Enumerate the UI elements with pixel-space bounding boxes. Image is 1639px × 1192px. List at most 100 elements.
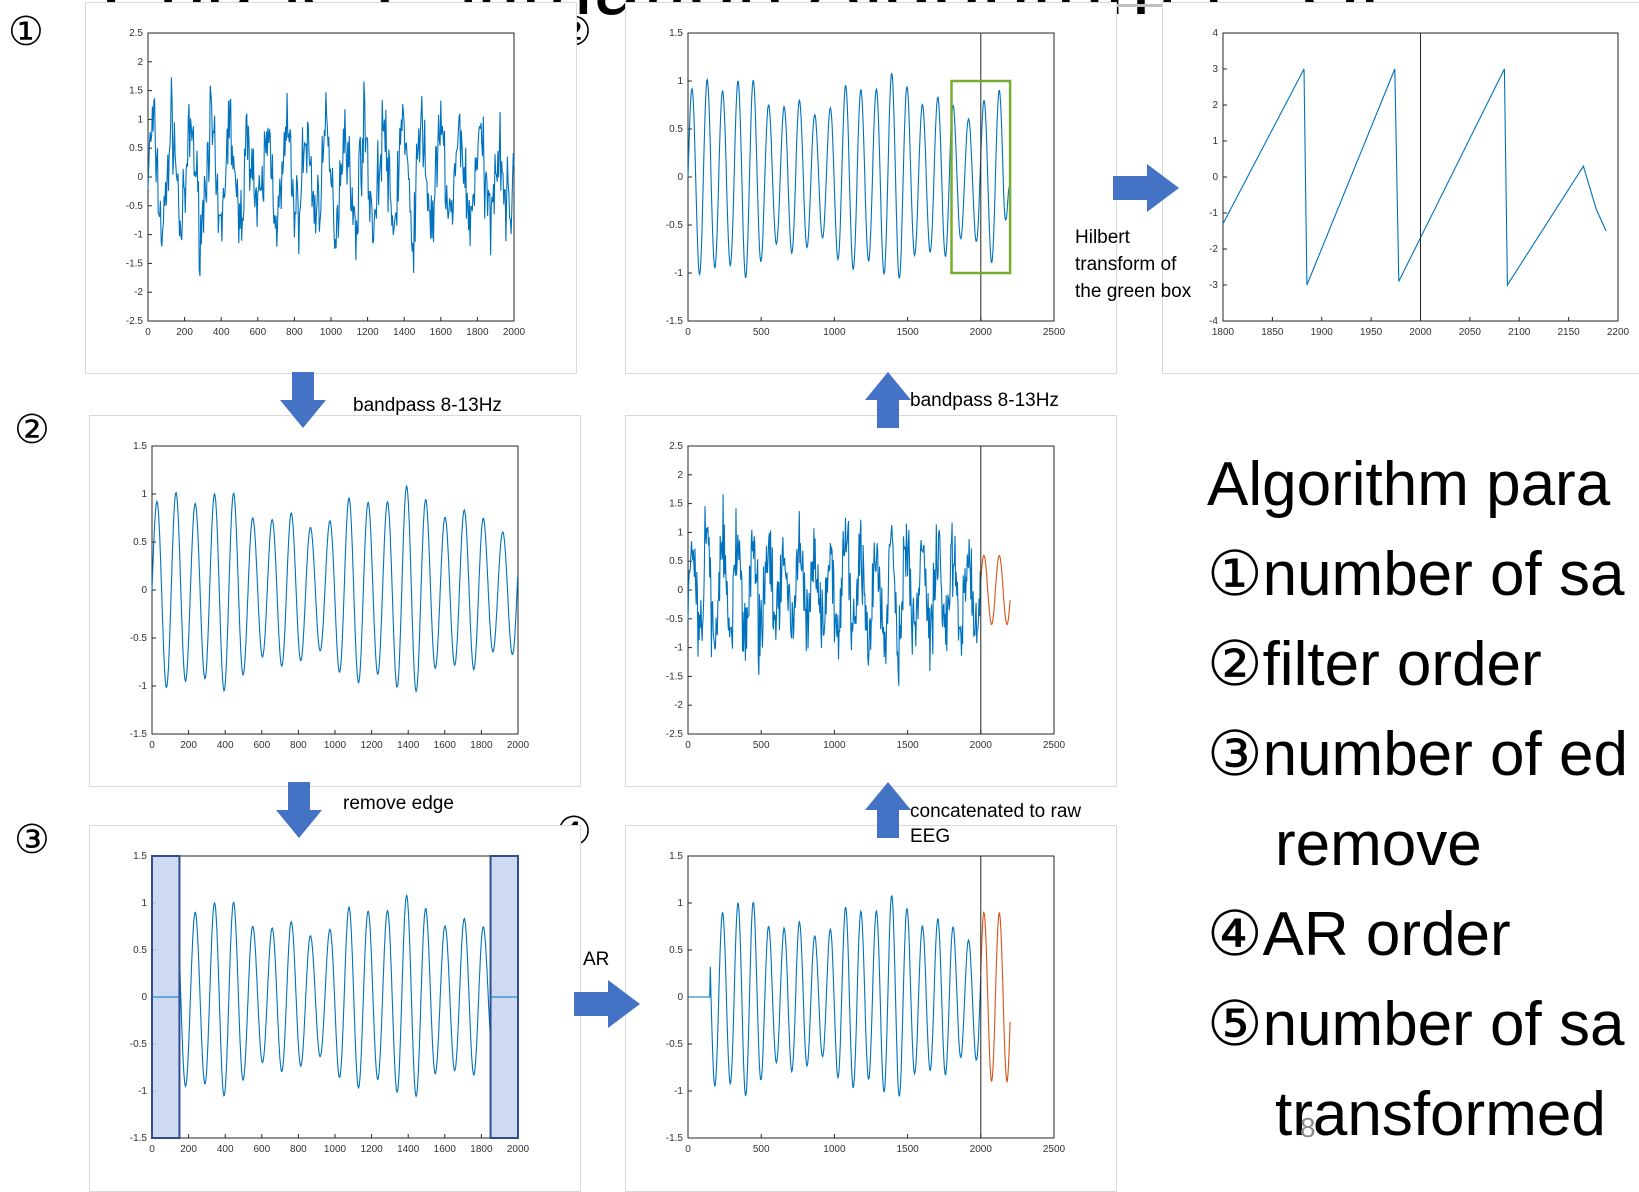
y-tick-label: -1: [674, 1086, 683, 1097]
x-tick-label: 1600: [434, 1144, 457, 1155]
x-tick-label: 600: [249, 327, 266, 338]
right-arrow-hilbert: [1113, 164, 1179, 212]
y-tick-label: 1.5: [669, 28, 683, 39]
x-tick-label: 1200: [360, 1144, 383, 1155]
y-tick-label: 0: [1212, 172, 1218, 183]
y-tick-label: 1: [677, 76, 683, 87]
hilbert-phase-plot: 4 3 2 1 0 -1 -2 -3 -4 1800 1850 1900 1950 2000 2050 210…: [1162, 2, 1639, 374]
param-1: ①number of sa: [1207, 540, 1625, 609]
y-tick-label: -0.5: [666, 614, 684, 625]
y-tick-label: 1.5: [669, 499, 683, 510]
x-tick-label: 0: [149, 1144, 155, 1155]
y-tick-label: -1.5: [126, 258, 144, 269]
y-tick-label: -1: [134, 230, 143, 241]
x-tick-label: 2000: [970, 740, 993, 751]
x-tick-label: 1500: [896, 327, 919, 338]
y-tick-label: 0: [141, 992, 147, 1003]
hilbert-label-line2: transform of: [1075, 254, 1177, 275]
y-tick-label: 0.5: [669, 124, 683, 135]
x-tick-label: 2000: [507, 1144, 530, 1155]
concatenated-label-line2: EEG: [910, 826, 951, 847]
x-tick-label: 600: [253, 1144, 270, 1155]
y-tick-label: -1.5: [666, 316, 684, 327]
param-3-continued: remove: [1275, 810, 1482, 879]
raw-eeg-series: [147, 77, 515, 277]
y-tick-label: 0.5: [669, 556, 683, 567]
x-tick-label: 800: [286, 327, 303, 338]
y-tick-label: 1.5: [129, 86, 143, 97]
x-tick-label: 1000: [324, 1144, 347, 1155]
y-tick-label: 2: [137, 57, 143, 68]
x-tick-label: 0: [145, 327, 151, 338]
x-tick-label: 1400: [397, 740, 420, 751]
y-tick-label: -2: [674, 700, 683, 711]
x-tick-label: 2000: [503, 327, 526, 338]
x-tick-label: 400: [217, 740, 234, 751]
concatenated-label-line1: concatenated to raw: [910, 801, 1082, 822]
y-tick-label: -1: [138, 681, 147, 692]
x-tick-label: 1000: [324, 740, 347, 751]
x-tick-label: 200: [180, 1144, 197, 1155]
x-tick-label: 1800: [470, 1144, 493, 1155]
y-tick-label: -0.5: [666, 220, 684, 231]
y-tick-label: 0.5: [133, 537, 147, 548]
x-tick-label: 800: [290, 1144, 307, 1155]
y-tick-label: -1: [1209, 208, 1218, 219]
x-tick-label: 2100: [1508, 327, 1531, 338]
param-5: ⑤number of sa: [1207, 990, 1625, 1059]
x-tick-label: 1950: [1360, 327, 1383, 338]
bandpassed-plot: 1.5 1 0.5 0 -0.5 -1 -1.5 0 200 400 600 800 1000 1200 1…: [89, 415, 581, 787]
y-tick-label: -2.5: [666, 729, 684, 740]
x-tick-label: 0: [685, 327, 691, 338]
edge-removed-plot: 1.5 1 0.5 0 -0.5 -1 -1.5 0 200 400 600 800 1000 1200 1…: [89, 825, 581, 1192]
y-tick-label: 0: [137, 172, 143, 183]
rebandpassed-plot: 1.5 1 0.5 0 -0.5 -1 -1.5 0 500 1000 1500 2000 2500: [625, 2, 1117, 374]
param-2: ②filter order: [1207, 630, 1542, 699]
right-arrow-ar: [574, 980, 640, 1028]
x-tick-label: 1000: [823, 740, 846, 751]
y-tick-label: -0.5: [130, 633, 148, 644]
x-tick-label: 2000: [970, 1144, 993, 1155]
concatenated-raw-series: [687, 494, 982, 686]
y-tick-label: 3: [1212, 64, 1218, 75]
y-tick-label: -1.5: [130, 1133, 148, 1144]
x-tick-label: 200: [176, 327, 193, 338]
param-4: ④AR order: [1207, 900, 1511, 969]
x-tick-label: 500: [753, 1144, 770, 1155]
edge-removed-series: [152, 893, 518, 1098]
x-tick-label: 1850: [1261, 327, 1284, 338]
x-tick-label: 500: [753, 327, 770, 338]
x-tick-label: 2500: [1043, 327, 1066, 338]
y-tick-label: -2: [1209, 244, 1218, 255]
y-tick-label: 1: [677, 527, 683, 538]
remove-edge-label: remove edge: [343, 793, 454, 814]
y-tick-label: -1: [138, 1086, 147, 1097]
x-tick-label: 1000: [823, 1144, 846, 1155]
x-tick-label: 2000: [970, 327, 993, 338]
x-tick-label: 1000: [823, 327, 846, 338]
y-tick-label: -0.5: [126, 201, 144, 212]
plot-frame: [687, 855, 1055, 1139]
step-marker-2: ②: [14, 408, 50, 452]
x-tick-label: 1400: [397, 1144, 420, 1155]
x-tick-label: 1800: [470, 740, 493, 751]
y-tick-label: 2: [677, 470, 683, 481]
page-number: 8: [1300, 1112, 1316, 1143]
x-tick-label: 800: [290, 740, 307, 751]
concatenated-prediction-series: [980, 554, 1011, 626]
hilbert-label-line3: the green box: [1075, 281, 1192, 302]
y-tick-label: -1: [674, 268, 683, 279]
x-tick-label: 1200: [356, 327, 379, 338]
y-tick-label: 0.5: [133, 945, 147, 956]
x-tick-label: 400: [213, 327, 230, 338]
x-tick-label: 400: [217, 1144, 234, 1155]
y-tick-label: 0: [677, 172, 683, 183]
x-tick-label: 2500: [1043, 740, 1066, 751]
bandpassed-series: [151, 484, 519, 694]
x-tick-label: 2150: [1558, 327, 1581, 338]
algorithm-params: Algorithm para ①number of sa ②filter ord…: [1207, 440, 1628, 1160]
bandpass-label-right: bandpass 8-13Hz: [910, 390, 1059, 411]
raw-eeg-plot: 2.5 2 1.5 1 0.5 0 -0.5 -1 -1.5 -2 -2.5 0 200 400 600 80…: [85, 2, 577, 374]
step-marker-3: ③: [14, 818, 50, 862]
rebandpassed-series: [687, 73, 1011, 279]
